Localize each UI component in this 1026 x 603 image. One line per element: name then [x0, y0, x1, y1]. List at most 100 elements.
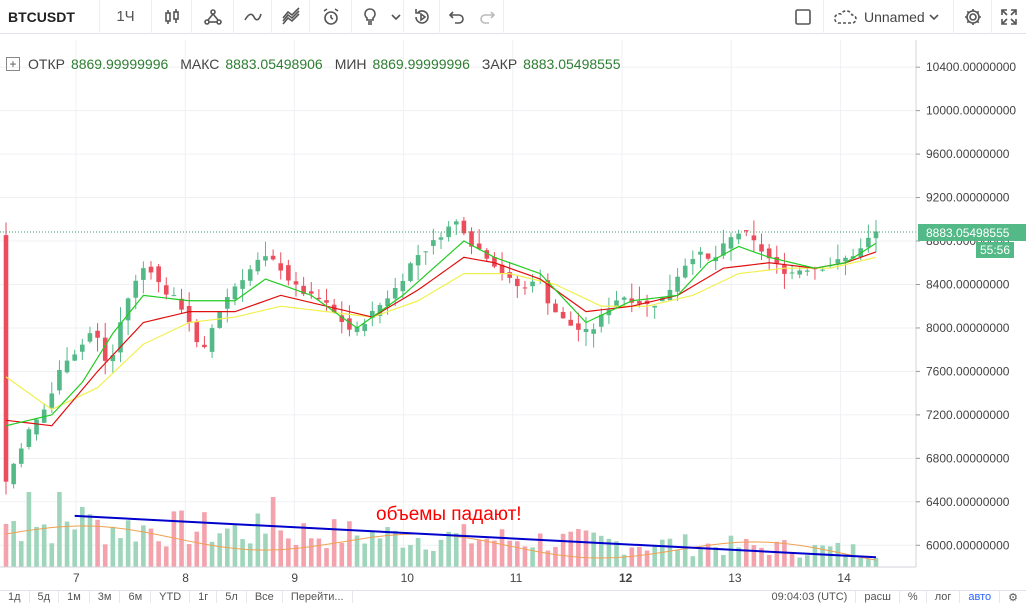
range-5y[interactable]: 5л [217, 590, 247, 603]
candle-body [102, 337, 108, 361]
candle-body [469, 231, 474, 247]
candle-body [263, 256, 268, 261]
volume-bar [133, 541, 139, 567]
legend-toggle-icon[interactable]: + [6, 57, 20, 71]
range-5d[interactable]: 5д [30, 590, 60, 603]
candle-body [293, 281, 299, 285]
candle [64, 347, 70, 374]
chevron-down-icon[interactable] [388, 0, 404, 34]
range-ytd[interactable]: YTD [151, 590, 191, 603]
candle [759, 233, 764, 261]
layout-name: Unnamed [864, 8, 925, 25]
volume-bar [293, 544, 299, 567]
candle [179, 288, 184, 314]
ideas-icon[interactable] [352, 0, 388, 34]
candle-body [202, 344, 207, 348]
candle-body [362, 324, 367, 331]
candle [11, 463, 16, 489]
range-1d[interactable]: 1д [0, 590, 30, 603]
replay-icon[interactable] [404, 0, 440, 34]
volume-bar [606, 538, 612, 567]
symbol-search-button[interactable]: BTCUSDT [0, 0, 100, 34]
volume-bar [102, 544, 108, 567]
volume-bar [866, 558, 871, 567]
volume-bar [72, 529, 77, 567]
volume-bar [751, 545, 757, 567]
range-3m[interactable]: 3м [90, 590, 121, 603]
candle-body [637, 301, 642, 304]
option-log[interactable]: лог [927, 590, 961, 603]
interval-button[interactable]: 1Ч [100, 0, 152, 34]
candle [240, 269, 245, 302]
layout-menu-button[interactable]: Unnamed [824, 0, 954, 34]
volume-bar [339, 542, 345, 567]
time-tick-label: 12 [619, 571, 633, 585]
candle-body [415, 255, 421, 266]
candle [247, 265, 253, 287]
volume-bar [637, 546, 642, 567]
candle [423, 251, 429, 265]
candle [171, 287, 177, 297]
candle [263, 241, 268, 267]
candle-body [278, 263, 284, 271]
volume-bar [18, 541, 24, 567]
candle-body [621, 297, 627, 300]
candle [255, 252, 261, 275]
volume-bar [217, 533, 222, 567]
ma-slow-line [5, 256, 877, 411]
range-all[interactable]: Все [247, 590, 283, 603]
volume-bar [598, 535, 604, 567]
volume-bar [385, 527, 390, 567]
volume-bar [644, 550, 650, 567]
candle [453, 219, 459, 235]
volume-bar [705, 543, 711, 567]
candle [324, 288, 329, 311]
option-extended[interactable]: расш [856, 590, 900, 603]
settings-icon[interactable] [954, 0, 992, 34]
candle [286, 259, 291, 286]
candle-body [438, 237, 444, 240]
compare-icon[interactable] [234, 0, 272, 34]
candle [591, 323, 596, 348]
indicators-icon[interactable] [192, 0, 234, 34]
volume-bar [377, 538, 383, 567]
candle-body [18, 448, 24, 464]
range-1y[interactable]: 1г [190, 590, 218, 603]
expand-icon[interactable] [992, 0, 1026, 34]
option-auto[interactable]: авто [960, 590, 1001, 603]
fullscreen-icon[interactable] [782, 0, 824, 34]
volume-bar [57, 492, 62, 567]
candle [57, 360, 62, 395]
candle [751, 220, 757, 252]
price-tick-label: 7600.00000000 [926, 364, 1010, 378]
candle-body [370, 310, 375, 319]
candle [278, 252, 284, 280]
range-6m[interactable]: 6м [120, 590, 152, 603]
price-tick-label: 9200.00000000 [926, 191, 1010, 205]
candle-body [34, 419, 39, 435]
volume-bar [759, 547, 764, 567]
volume-bar [484, 538, 490, 567]
candle [614, 290, 619, 309]
volume-bar [3, 523, 9, 567]
option-percent[interactable]: % [900, 590, 927, 603]
alert-icon[interactable] [310, 0, 352, 34]
undo-icon[interactable] [440, 0, 472, 34]
volume-bar [782, 540, 787, 567]
time-tick-label: 11 [510, 571, 523, 585]
goto-date-button[interactable]: Перейти... [283, 590, 353, 603]
chart-panel[interactable]: объемы падают! 10400.00000000 10000.000000… [0, 40, 1026, 590]
volume-bar [545, 550, 551, 567]
candle [782, 252, 787, 289]
chart-settings-icon[interactable]: ⚙ [1008, 591, 1018, 603]
utc-clock[interactable]: 09:04:03 (UTC) [764, 590, 857, 603]
candle-body [820, 269, 825, 271]
volume-bar [49, 543, 55, 567]
candles-icon[interactable] [152, 0, 192, 34]
templates-icon[interactable] [272, 0, 310, 34]
volume-bar [179, 510, 184, 567]
volume-bar [232, 524, 238, 567]
range-1m[interactable]: 1м [59, 590, 90, 603]
volume-bar [568, 531, 574, 567]
candlestick-chart[interactable]: объемы падают! 10400.00000000 10000.000000… [0, 40, 1026, 590]
